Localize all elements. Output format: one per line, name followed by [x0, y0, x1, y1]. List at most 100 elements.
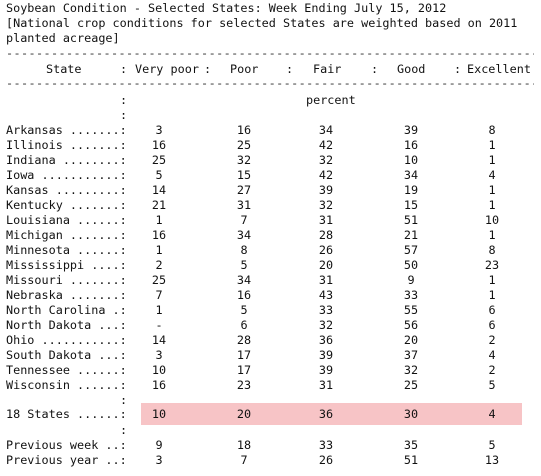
cell-value: 23 [236, 378, 252, 392]
cell-value: 27 [236, 183, 252, 197]
cell-value: 6 [488, 318, 496, 332]
cell-value: 7 [240, 213, 248, 227]
cell-value: 21 [151, 198, 167, 212]
cell-value: 9 [407, 273, 415, 287]
cell-value: 3 [155, 453, 163, 467]
cell-value: 8 [488, 123, 496, 137]
header-sep: : [454, 62, 462, 76]
cell-value: 39 [403, 123, 419, 137]
state-row: Ohio ...........: 14 28 36 20 2 [0, 333, 541, 348]
cell-value: 7 [155, 288, 163, 302]
cell-value: 36 [318, 407, 334, 421]
cell-value: 26 [318, 243, 334, 257]
cell-value: 8 [488, 243, 496, 257]
cell-value: 2 [488, 333, 496, 347]
cell-value: 33 [403, 288, 419, 302]
row-label: Mississippi ....: [6, 258, 127, 272]
cell-value: 15 [236, 168, 252, 182]
cell-value: 16 [151, 228, 167, 242]
cell-value: 5 [488, 438, 496, 452]
row-label: Kansas .........: [6, 183, 127, 197]
cell-value: 34 [318, 123, 334, 137]
total-row-highlight [141, 403, 522, 425]
cell-value: 1 [488, 183, 496, 197]
unit-label: percent [306, 93, 356, 107]
cell-value: 55 [403, 303, 419, 317]
cell-value: 39 [318, 348, 334, 362]
row-label: Indiana ........: [6, 153, 127, 167]
cell-value: 10 [151, 363, 167, 377]
cell-value: 32 [318, 153, 334, 167]
cell-value: 16 [236, 288, 252, 302]
cell-value: 2 [488, 363, 496, 377]
cell-value: 4 [488, 348, 496, 362]
cell-value: 51 [403, 213, 419, 227]
cell-value: 43 [318, 288, 334, 302]
cell-value: 3 [155, 348, 163, 362]
header-fair: Fair [313, 62, 342, 76]
cell-value: 19 [403, 183, 419, 197]
cell-value: 17 [236, 348, 252, 362]
report-title: Soybean Condition - Selected States: Wee… [6, 1, 447, 15]
cell-value: 57 [403, 243, 419, 257]
cell-value: 31 [236, 198, 252, 212]
cell-value: 3 [155, 123, 163, 137]
cell-value: 17 [236, 363, 252, 377]
cell-value: 1 [488, 288, 496, 302]
cell-value: 6 [488, 303, 496, 317]
state-row: Arkansas .......: 3 16 34 39 8 [0, 123, 541, 138]
state-row: Illinois .......: 16 25 42 16 1 [0, 138, 541, 153]
cell-value: 8 [240, 243, 248, 257]
cell-value: 18 [236, 438, 252, 452]
state-row: Minnesota ......: 1 8 26 57 8 [0, 243, 541, 258]
cell-value: 33 [318, 303, 334, 317]
cell-value: 31 [318, 273, 334, 287]
cell-value: 20 [236, 407, 252, 421]
state-row: Michigan .......: 16 34 28 21 1 [0, 228, 541, 243]
header-sep: : [120, 62, 128, 76]
header-very-poor: Very poor [135, 62, 199, 76]
cell-value: 1 [488, 228, 496, 242]
cell-value: 1 [155, 213, 163, 227]
cell-value: 42 [318, 138, 334, 152]
cell-value: 26 [318, 453, 334, 467]
cell-value: 20 [403, 333, 419, 347]
cell-value: 28 [236, 333, 252, 347]
header-rule: ----------------------------------------… [6, 78, 534, 88]
previous-week-values: Previous week ..: 9 18 33 35 5 [0, 438, 541, 453]
cell-value: 56 [403, 318, 419, 332]
state-row: Nebraska .......: 7 16 43 33 1 [0, 288, 541, 303]
row-label: Iowa ...........: [6, 168, 127, 182]
cell-value: 14 [151, 183, 167, 197]
cell-value: 16 [151, 138, 167, 152]
state-row: Missouri .......: 25 34 31 9 1 [0, 273, 541, 288]
cell-value: 5 [240, 303, 248, 317]
cell-value: 32 [403, 363, 419, 377]
cell-value: 16 [403, 138, 419, 152]
cell-value: 9 [155, 438, 163, 452]
cell-value: 4 [488, 168, 496, 182]
row-label: North Dakota ...: [6, 318, 127, 332]
header-state: State [46, 62, 82, 76]
cell-value: 1 [488, 198, 496, 212]
cell-value: 25 [403, 378, 419, 392]
previous-year-values: Previous year ..: 3 7 26 51 13 [0, 453, 541, 468]
cell-value: 34 [403, 168, 419, 182]
cell-value: 5 [155, 168, 163, 182]
cell-value: 31 [318, 378, 334, 392]
spacer-colon: : [120, 93, 128, 107]
row-label: Arkansas .......: [6, 123, 127, 137]
cell-value: 7 [240, 453, 248, 467]
row-label: Louisiana ......: [6, 213, 127, 227]
row-label: Illinois .......: [6, 138, 127, 152]
report-note-line-1: [National crop conditions for selected S… [6, 16, 518, 30]
cell-value: 34 [236, 273, 252, 287]
row-label: Missouri .......: [6, 273, 127, 287]
state-row: Indiana ........: 25 32 32 10 1 [0, 153, 541, 168]
cell-value: 16 [236, 123, 252, 137]
cell-value: 51 [403, 453, 419, 467]
header-sep: : [371, 62, 379, 76]
cell-value: 32 [318, 318, 334, 332]
cell-value: 36 [318, 333, 334, 347]
